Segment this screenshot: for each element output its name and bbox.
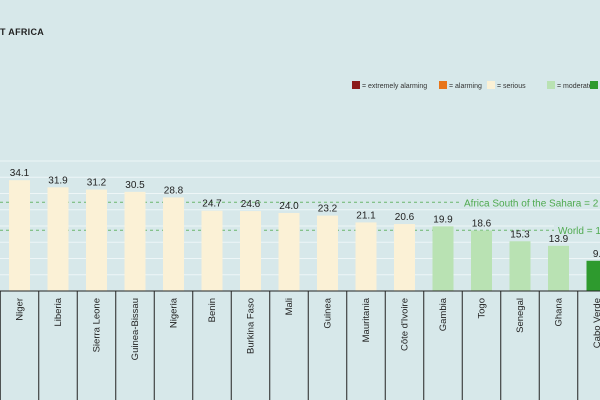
value-label: 20.6 bbox=[395, 212, 415, 223]
category-label: Niger bbox=[15, 298, 26, 321]
value-label: 13.9 bbox=[549, 234, 569, 245]
category-label: Guinea bbox=[323, 297, 334, 328]
category-label: Mali bbox=[284, 298, 295, 315]
category-label: Senegal bbox=[515, 298, 526, 333]
value-label: 24.7 bbox=[202, 199, 222, 210]
bars bbox=[9, 180, 600, 291]
value-label: 24.6 bbox=[241, 199, 261, 210]
category-label: Burkina Faso bbox=[246, 298, 257, 354]
legend-swatch-alarming bbox=[439, 81, 447, 89]
category-label: Sierra Leone bbox=[92, 298, 103, 352]
value-label: 34.1 bbox=[10, 168, 30, 179]
bar bbox=[355, 222, 377, 291]
value-label: 23.2 bbox=[318, 204, 338, 215]
reference-label-bg bbox=[554, 223, 600, 237]
chart-title: T AFRICA bbox=[0, 27, 44, 37]
bar bbox=[47, 187, 69, 291]
reference-label: World = 1 bbox=[558, 226, 600, 237]
value-label: 9. bbox=[593, 249, 600, 260]
legend-label-moderate: = moderate bbox=[557, 83, 593, 90]
value-label: 18.6 bbox=[472, 219, 492, 230]
reference-lines: Africa South of the Sahara = 2 World = 1 bbox=[0, 195, 600, 237]
legend: = extremely alarming = alarming = serious =… bbox=[352, 81, 598, 90]
value-label: 31.2 bbox=[87, 178, 107, 189]
bar bbox=[124, 191, 146, 291]
value-label: 30.5 bbox=[125, 180, 145, 191]
legend-swatch-serious bbox=[487, 81, 495, 89]
legend-swatch-moderate bbox=[547, 81, 555, 89]
category-label: Gambia bbox=[438, 297, 449, 331]
bar bbox=[278, 213, 300, 291]
bar bbox=[586, 260, 600, 291]
value-label: 28.8 bbox=[164, 185, 184, 196]
category-label: Benin bbox=[207, 298, 218, 322]
bar bbox=[317, 215, 338, 291]
category-label: Liberia bbox=[53, 297, 64, 326]
reference-label-bg bbox=[460, 195, 600, 209]
bar bbox=[240, 211, 261, 291]
category-label: Nigeria bbox=[169, 297, 180, 328]
bar bbox=[86, 189, 107, 291]
bar bbox=[432, 226, 454, 291]
value-labels: 34.1 31.9 31.2 30.5 28.8 24.7 24.6 24.0 23.2 21.1… bbox=[10, 168, 600, 260]
category-label: Cabo Verde bbox=[592, 298, 600, 348]
bar bbox=[201, 210, 223, 291]
bar bbox=[9, 180, 30, 291]
bar bbox=[471, 230, 492, 291]
legend-label-alarming: = alarming bbox=[449, 83, 482, 90]
reference-label: Africa South of the Sahara = 2 bbox=[464, 198, 599, 209]
value-label: 31.9 bbox=[48, 175, 68, 186]
bar bbox=[163, 197, 184, 291]
value-label: 24.0 bbox=[279, 201, 299, 212]
bar bbox=[509, 241, 531, 291]
value-label: 15.3 bbox=[510, 229, 530, 240]
category-label: Guinea-Bissau bbox=[130, 298, 141, 360]
legend-label-extremely_alarming: = extremely alarming bbox=[362, 83, 427, 90]
legend-label-serious: = serious bbox=[497, 83, 526, 90]
legend-swatch-extremely_alarming bbox=[352, 81, 360, 89]
category-axis: Niger Liberia Sierra Leone Guinea-Bissau Nig… bbox=[0, 290, 600, 400]
category-label: Ghana bbox=[554, 297, 565, 326]
bar bbox=[548, 245, 569, 291]
value-label: 21.1 bbox=[356, 210, 376, 221]
category-label: Togo bbox=[477, 298, 488, 319]
value-label: 19.9 bbox=[433, 214, 453, 225]
bar bbox=[394, 224, 415, 291]
category-label: Côte d'Ivoire bbox=[400, 298, 411, 351]
legend-swatch-low bbox=[590, 81, 598, 89]
category-label: Mauritania bbox=[361, 297, 372, 342]
